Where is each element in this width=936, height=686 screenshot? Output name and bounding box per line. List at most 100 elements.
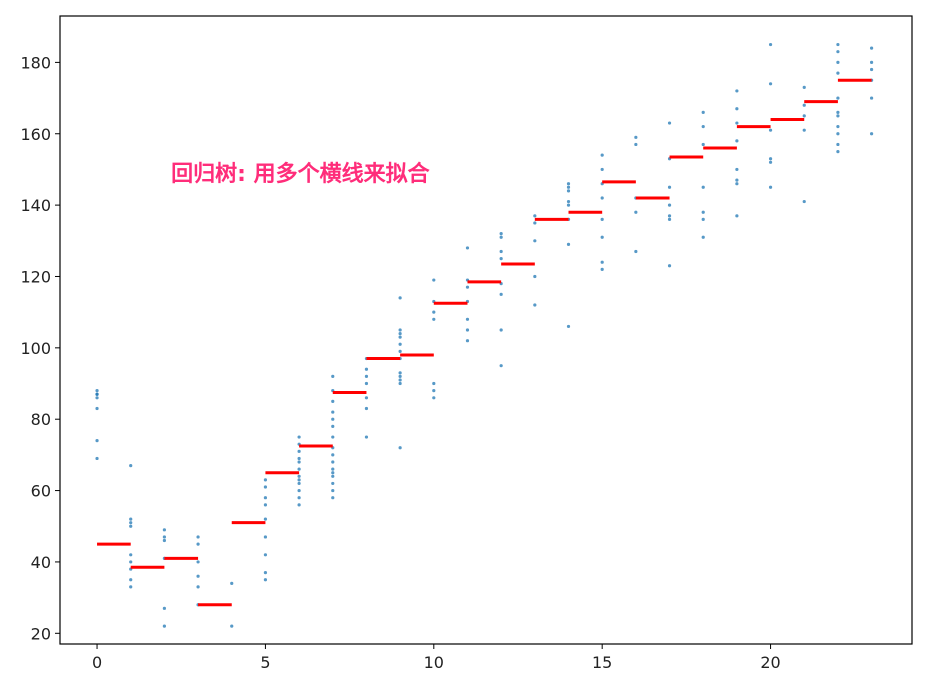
data-point (297, 449, 301, 453)
data-point (162, 624, 166, 628)
data-point (566, 324, 571, 329)
data-point (634, 135, 638, 139)
data-point (196, 535, 200, 539)
data-point (129, 517, 133, 521)
x-tick-label: 20 (760, 653, 780, 672)
data-point (836, 42, 840, 47)
data-point (667, 214, 672, 218)
data-point (701, 235, 705, 239)
plot-frame (59, 15, 913, 645)
data-point (297, 496, 301, 500)
data-point (802, 85, 806, 89)
data-point (398, 328, 402, 332)
data-point (297, 481, 301, 486)
x-tick-label: 5 (260, 653, 270, 672)
data-point (600, 167, 604, 172)
data-point (196, 560, 200, 564)
data-point (398, 296, 402, 300)
data-point (735, 214, 739, 218)
data-point (600, 267, 604, 271)
data-point (263, 478, 268, 482)
data-point (432, 396, 436, 400)
data-point (331, 424, 335, 428)
data-point (869, 67, 874, 72)
data-point (95, 456, 99, 461)
data-point (162, 606, 166, 610)
data-point (162, 538, 166, 543)
data-point (331, 481, 335, 486)
data-point (398, 381, 402, 386)
data-point (634, 142, 638, 147)
data-point (634, 210, 638, 214)
data-point (129, 463, 133, 468)
data-point (95, 406, 99, 411)
data-point (263, 503, 268, 507)
x-tick-label: 10 (424, 653, 444, 672)
y-tick-label: 140 (20, 196, 51, 215)
data-point (701, 110, 705, 114)
data-point (331, 410, 335, 414)
data-point (768, 42, 773, 47)
data-point (735, 121, 739, 125)
y-tick-label: 180 (20, 53, 51, 72)
data-point (263, 571, 268, 575)
data-point (331, 399, 335, 403)
data-point (331, 435, 335, 439)
data-point (836, 142, 840, 147)
data-point (869, 46, 874, 50)
data-point (364, 367, 369, 371)
data-point (297, 478, 301, 482)
data-point (263, 517, 268, 521)
y-tick-label: 100 (20, 339, 51, 358)
data-point (768, 128, 773, 132)
data-point (533, 239, 537, 243)
data-point (398, 342, 402, 346)
data-point (297, 503, 301, 507)
data-point (499, 292, 503, 296)
data-point (735, 107, 739, 111)
y-tick-label: 160 (20, 125, 51, 144)
data-point (566, 189, 571, 193)
data-point (802, 128, 806, 132)
data-point (768, 185, 773, 189)
data-point (634, 249, 638, 254)
data-point (398, 331, 402, 336)
data-point (667, 121, 672, 125)
data-point (735, 182, 739, 186)
data-point (432, 278, 436, 282)
data-point (263, 578, 268, 582)
scatter-points (95, 42, 874, 628)
data-point (836, 132, 840, 136)
y-tick-label: 60 (31, 482, 51, 501)
data-point (129, 578, 133, 582)
data-point (600, 196, 604, 200)
data-point (836, 50, 840, 54)
data-point (364, 435, 369, 439)
data-point (196, 585, 200, 589)
data-point (735, 139, 739, 143)
data-point (869, 96, 874, 100)
data-point (600, 260, 604, 264)
data-point (129, 521, 133, 525)
data-point (667, 264, 672, 268)
data-point (95, 389, 99, 393)
data-point (297, 456, 301, 461)
data-point (465, 246, 470, 250)
data-point (869, 132, 874, 136)
data-point (836, 110, 840, 114)
data-point (162, 535, 166, 539)
data-point (600, 217, 604, 221)
data-point (331, 496, 335, 500)
data-point (600, 153, 604, 157)
data-point (331, 471, 335, 475)
data-point (398, 446, 402, 450)
data-point (331, 460, 335, 464)
data-point (802, 114, 806, 118)
data-point (465, 328, 470, 332)
data-point (129, 553, 133, 557)
data-point (768, 82, 773, 86)
data-point (331, 488, 335, 493)
y-tick-label: 80 (31, 410, 51, 429)
